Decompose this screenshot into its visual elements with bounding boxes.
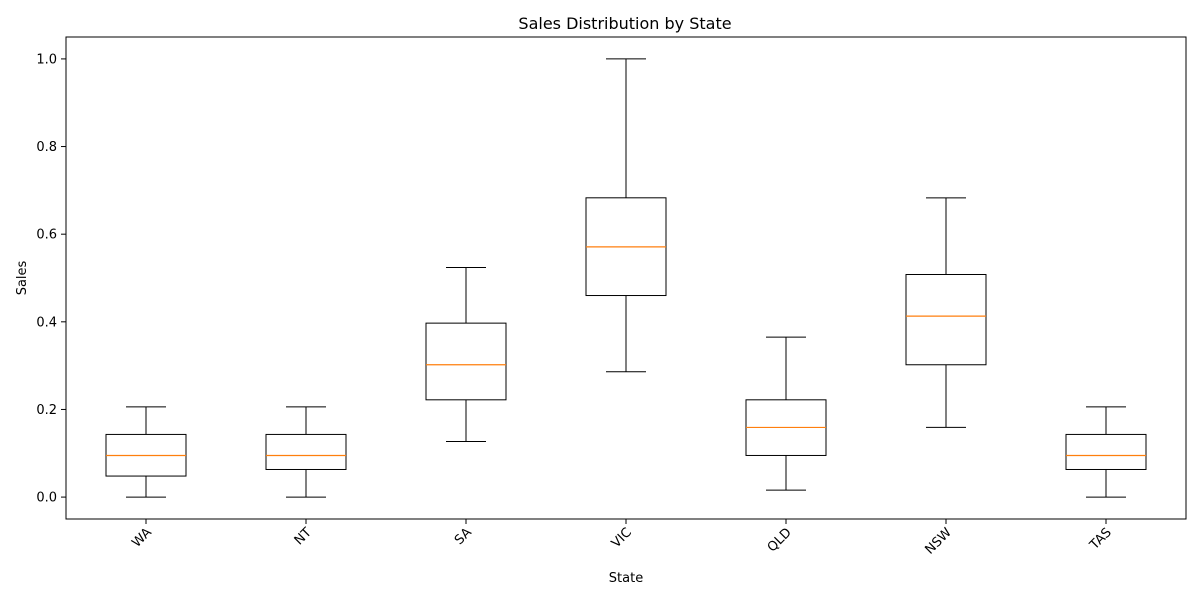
x-tick-label: QLD (765, 525, 795, 555)
y-tick-label: 0.8 (36, 140, 57, 155)
box-qld (745, 336, 827, 491)
box-wa (105, 406, 187, 498)
x-tick-label: WA (129, 525, 155, 551)
iqr-box (425, 322, 507, 401)
y-tick-label: 0.2 (36, 403, 57, 418)
plot-area (105, 58, 1147, 498)
x-axis: WA NT SA VIC QLD NSW TAS (129, 519, 1115, 558)
x-axis-label: State (609, 571, 643, 586)
box-nsw (905, 197, 987, 428)
y-axis-label: Sales (15, 260, 30, 295)
box-vic (585, 58, 667, 373)
x-tick-label: NSW (922, 525, 955, 558)
iqr-box (1065, 433, 1147, 470)
y-tick-label: 0.6 (36, 228, 57, 243)
x-tick-label: TAS (1086, 525, 1114, 553)
box-nt (265, 406, 347, 498)
y-tick-label: 0.4 (36, 315, 57, 330)
x-tick-label: SA (452, 525, 475, 548)
box-tas (1065, 406, 1147, 498)
x-tick-label: VIC (609, 525, 635, 551)
y-axis: 0.0 0.2 0.4 0.6 0.8 1.0 (36, 52, 66, 506)
iqr-box (905, 273, 987, 366)
iqr-box (265, 433, 347, 470)
chart-title: Sales Distribution by State (518, 14, 731, 33)
x-tick-label: NT (292, 525, 315, 548)
y-tick-label: 1.0 (36, 52, 57, 67)
y-tick-label: 0.0 (36, 491, 57, 506)
box-sa (425, 266, 507, 442)
